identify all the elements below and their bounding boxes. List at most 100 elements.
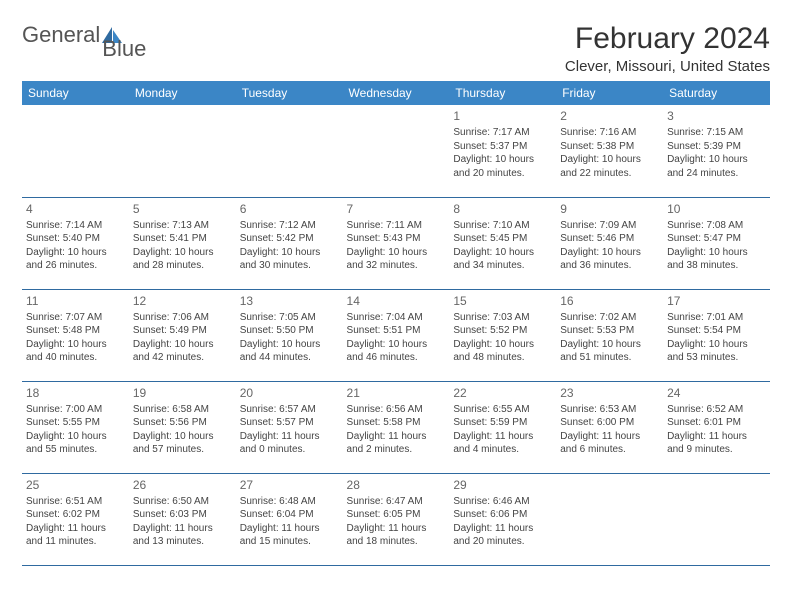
daylight-line: Daylight: 11 hours and 15 minutes.	[240, 522, 339, 549]
daylight-line: Daylight: 11 hours and 6 minutes.	[560, 430, 659, 457]
sunset-line: Sunset: 6:06 PM	[453, 508, 552, 522]
sunrise-line: Sunrise: 7:16 AM	[560, 126, 659, 140]
sunset-line: Sunset: 5:43 PM	[347, 232, 446, 246]
location-text: Clever, Missouri, United States	[565, 58, 770, 75]
daylight-line: Daylight: 10 hours and 22 minutes.	[560, 153, 659, 180]
daylight-line: Daylight: 10 hours and 51 minutes.	[560, 338, 659, 365]
sunset-line: Sunset: 5:53 PM	[560, 324, 659, 338]
sunrise-line: Sunrise: 6:56 AM	[347, 403, 446, 417]
day-number: 25	[26, 477, 125, 493]
calendar-cell: 20Sunrise: 6:57 AMSunset: 5:57 PMDayligh…	[236, 381, 343, 473]
calendar-cell: 18Sunrise: 7:00 AMSunset: 5:55 PMDayligh…	[22, 381, 129, 473]
calendar-cell: 8 Sunrise: 7:10 AMSunset: 5:45 PMDaylight…	[449, 197, 556, 289]
sunrise-line: Sunrise: 6:58 AM	[133, 403, 232, 417]
day-number: 16	[560, 293, 659, 309]
daylight-line: Daylight: 11 hours and 11 minutes.	[26, 522, 125, 549]
sunset-line: Sunset: 6:04 PM	[240, 508, 339, 522]
daylight-line: Daylight: 10 hours and 34 minutes.	[453, 246, 552, 273]
sunrise-line: Sunrise: 6:55 AM	[453, 403, 552, 417]
sunset-line: Sunset: 5:54 PM	[667, 324, 766, 338]
daylight-line: Daylight: 11 hours and 20 minutes.	[453, 522, 552, 549]
daylight-line: Daylight: 10 hours and 28 minutes.	[133, 246, 232, 273]
sunrise-line: Sunrise: 7:14 AM	[26, 219, 125, 233]
sunset-line: Sunset: 5:51 PM	[347, 324, 446, 338]
day-number: 22	[453, 385, 552, 401]
weekday-thursday: Thursday	[449, 81, 556, 105]
sunrise-line: Sunrise: 6:46 AM	[453, 495, 552, 509]
sunrise-line: Sunrise: 6:52 AM	[667, 403, 766, 417]
calendar-cell	[129, 105, 236, 197]
weekday-saturday: Saturday	[663, 81, 770, 105]
day-number: 3	[667, 108, 766, 124]
daylight-line: Daylight: 11 hours and 0 minutes.	[240, 430, 339, 457]
calendar-cell: 29 Sunrise: 6:46 AMSunset: 6:06 PMDayligh…	[449, 473, 556, 565]
day-number: 29	[453, 477, 552, 493]
sunrise-line: Sunrise: 7:08 AM	[667, 219, 766, 233]
day-number: 1	[453, 108, 552, 124]
daylight-line: Daylight: 10 hours and 32 minutes.	[347, 246, 446, 273]
sunrise-line: Sunrise: 7:12 AM	[240, 219, 339, 233]
sunset-line: Sunset: 5:50 PM	[240, 324, 339, 338]
daylight-line: Daylight: 10 hours and 20 minutes.	[453, 153, 552, 180]
calendar-cell: 9Sunrise: 7:09 AMSunset: 5:46 PMDaylight…	[556, 197, 663, 289]
daylight-line: Daylight: 11 hours and 9 minutes.	[667, 430, 766, 457]
sunset-line: Sunset: 5:45 PM	[453, 232, 552, 246]
day-number: 7	[347, 201, 446, 217]
sunrise-line: Sunrise: 7:13 AM	[133, 219, 232, 233]
calendar-cell: 14Sunrise: 7:04 AMSunset: 5:51 PMDayligh…	[343, 289, 450, 381]
day-number: 15	[453, 293, 552, 309]
day-number: 9	[560, 201, 659, 217]
sunset-line: Sunset: 5:41 PM	[133, 232, 232, 246]
logo: General Blue	[22, 22, 168, 48]
day-number: 26	[133, 477, 232, 493]
sunset-line: Sunset: 5:38 PM	[560, 140, 659, 154]
sunrise-line: Sunrise: 6:53 AM	[560, 403, 659, 417]
calendar-cell: 28Sunrise: 6:47 AMSunset: 6:05 PMDayligh…	[343, 473, 450, 565]
calendar-cell: 24Sunrise: 6:52 AMSunset: 6:01 PMDayligh…	[663, 381, 770, 473]
sunrise-line: Sunrise: 6:48 AM	[240, 495, 339, 509]
daylight-line: Daylight: 11 hours and 4 minutes.	[453, 430, 552, 457]
day-number: 12	[133, 293, 232, 309]
sunrise-line: Sunrise: 6:50 AM	[133, 495, 232, 509]
sunset-line: Sunset: 6:03 PM	[133, 508, 232, 522]
weekday-wednesday: Wednesday	[343, 81, 450, 105]
daylight-line: Daylight: 10 hours and 26 minutes.	[26, 246, 125, 273]
sunset-line: Sunset: 5:56 PM	[133, 416, 232, 430]
calendar-cell: 12Sunrise: 7:06 AMSunset: 5:49 PMDayligh…	[129, 289, 236, 381]
day-number: 18	[26, 385, 125, 401]
sunrise-line: Sunrise: 6:47 AM	[347, 495, 446, 509]
daylight-line: Daylight: 10 hours and 36 minutes.	[560, 246, 659, 273]
weekday-friday: Friday	[556, 81, 663, 105]
sunrise-line: Sunrise: 7:09 AM	[560, 219, 659, 233]
logo-text-blue: Blue	[102, 36, 146, 62]
daylight-line: Daylight: 10 hours and 42 minutes.	[133, 338, 232, 365]
calendar-week-row: 25Sunrise: 6:51 AMSunset: 6:02 PMDayligh…	[22, 473, 770, 565]
day-number: 8	[453, 201, 552, 217]
sunset-line: Sunset: 5:49 PM	[133, 324, 232, 338]
sunrise-line: Sunrise: 7:11 AM	[347, 219, 446, 233]
calendar-cell: 4Sunrise: 7:14 AMSunset: 5:40 PMDaylight…	[22, 197, 129, 289]
calendar-cell: 26 Sunrise: 6:50 AMSunset: 6:03 PMDayligh…	[129, 473, 236, 565]
day-number: 14	[347, 293, 446, 309]
sunset-line: Sunset: 5:48 PM	[26, 324, 125, 338]
calendar-cell: 6Sunrise: 7:12 AMSunset: 5:42 PMDaylight…	[236, 197, 343, 289]
sunrise-line: Sunrise: 7:04 AM	[347, 311, 446, 325]
calendar-week-row: 18Sunrise: 7:00 AMSunset: 5:55 PMDayligh…	[22, 381, 770, 473]
sunrise-line: Sunrise: 7:02 AM	[560, 311, 659, 325]
weekday-header-row: Sunday Monday Tuesday Wednesday Thursday…	[22, 81, 770, 105]
sunset-line: Sunset: 5:40 PM	[26, 232, 125, 246]
calendar-cell: 21Sunrise: 6:56 AMSunset: 5:58 PMDayligh…	[343, 381, 450, 473]
day-number: 20	[240, 385, 339, 401]
sunrise-line: Sunrise: 7:10 AM	[453, 219, 552, 233]
sunset-line: Sunset: 5:58 PM	[347, 416, 446, 430]
sunset-line: Sunset: 5:42 PM	[240, 232, 339, 246]
daylight-line: Daylight: 10 hours and 40 minutes.	[26, 338, 125, 365]
sunset-line: Sunset: 6:02 PM	[26, 508, 125, 522]
calendar-cell: 1Sunrise: 7:17 AMSunset: 5:37 PMDaylight…	[449, 105, 556, 197]
day-number: 13	[240, 293, 339, 309]
calendar-cell: 10Sunrise: 7:08 AMSunset: 5:47 PMDayligh…	[663, 197, 770, 289]
sunrise-line: Sunrise: 7:17 AM	[453, 126, 552, 140]
day-number: 10	[667, 201, 766, 217]
daylight-line: Daylight: 11 hours and 13 minutes.	[133, 522, 232, 549]
daylight-line: Daylight: 11 hours and 2 minutes.	[347, 430, 446, 457]
